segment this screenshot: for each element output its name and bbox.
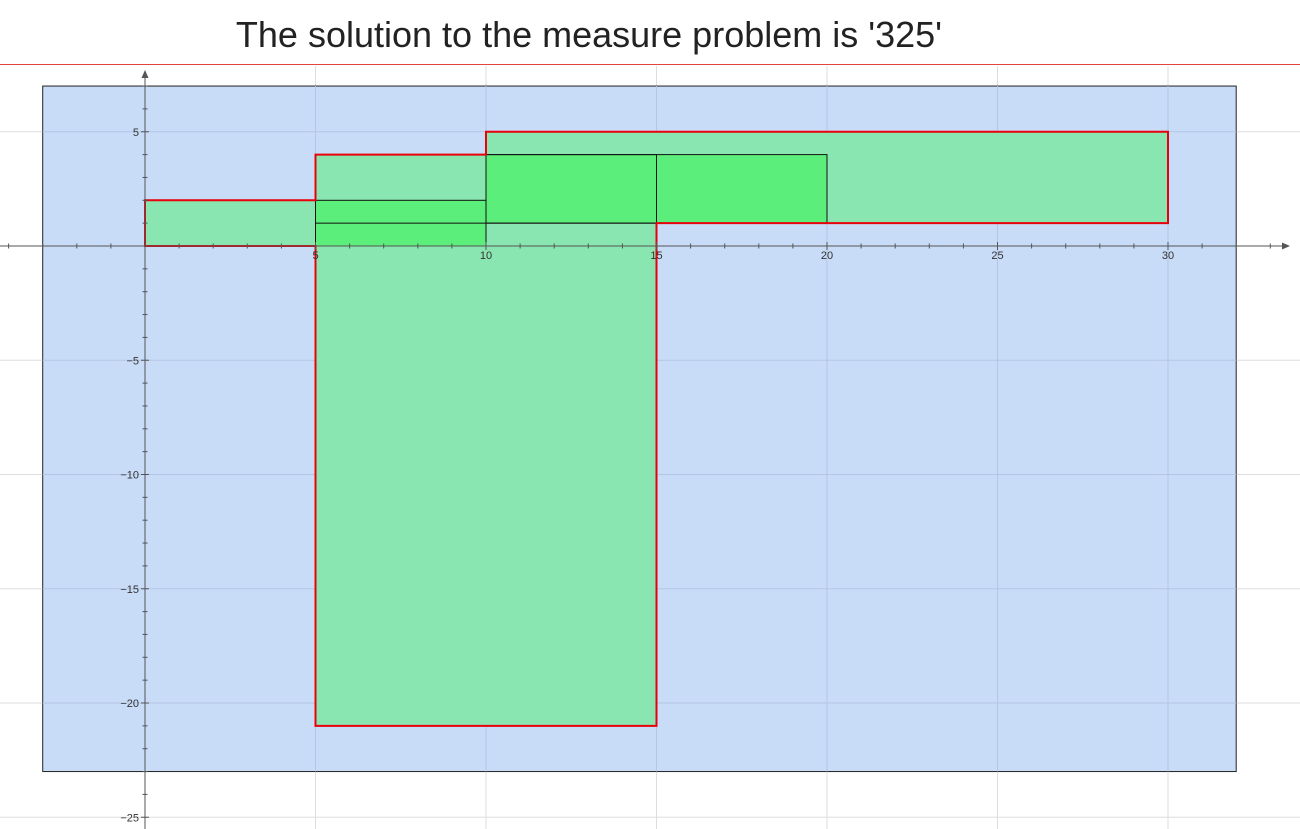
axes — [0, 70, 1290, 829]
x-tick-label-25: 25 — [991, 250, 1003, 262]
y-tick-label--25: −25 — [120, 812, 139, 824]
y-tick-label-5: 5 — [133, 127, 139, 139]
union-outline-layer — [144, 130, 1169, 727]
title-divider — [0, 64, 1300, 65]
y-tick-label--20: −20 — [120, 698, 139, 710]
tick-labels: 5 10 15 20 25 30 5 −5 −10 −15 −20 −25 — [120, 127, 1174, 825]
x-tick-label-15: 15 — [650, 250, 662, 262]
x-tick-label-10: 10 — [480, 250, 492, 262]
y-tick-label--15: −15 — [120, 584, 139, 596]
y-axis-arrow-icon — [141, 70, 149, 78]
x-tick-label-20: 20 — [821, 250, 833, 262]
y-tick-label--10: −10 — [120, 470, 139, 482]
y-tick-label--5: −5 — [126, 355, 139, 367]
page-title: The solution to the measure problem is '… — [235, 14, 943, 55]
x-tick-label-5: 5 — [312, 250, 318, 262]
union-outline — [144, 130, 1169, 727]
x-tick-label-30: 30 — [1162, 250, 1174, 262]
x-axis-arrow-icon — [1282, 242, 1290, 250]
